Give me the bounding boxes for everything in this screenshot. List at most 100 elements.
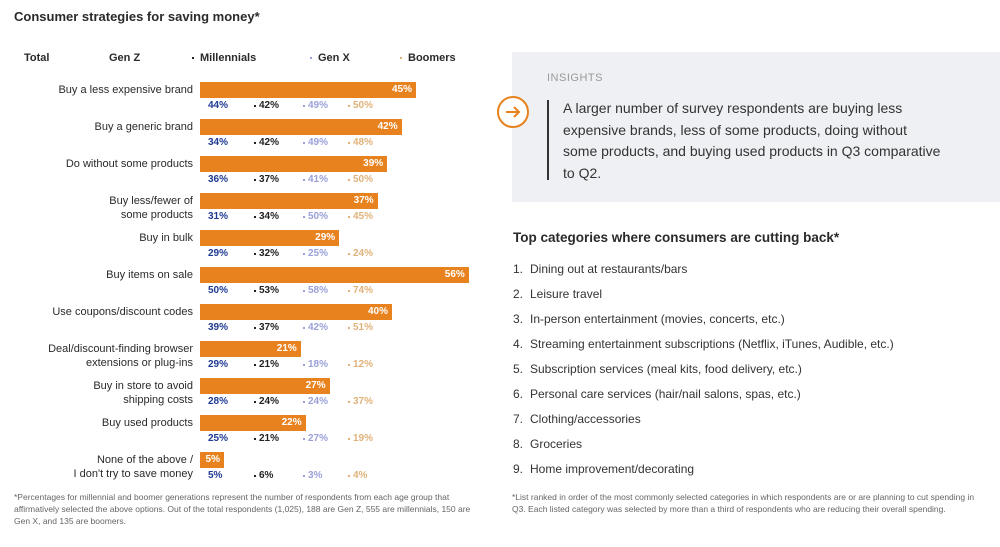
legend-marker [254, 474, 256, 477]
group-value: 21% [254, 359, 279, 370]
group-value: 45% [348, 211, 373, 222]
group-value: 25% [303, 248, 328, 259]
legend-item: Boomers [400, 52, 456, 64]
group-value-label: 28% [208, 396, 229, 407]
list-item: 7. Clothing/accessories [513, 412, 641, 426]
bar-value-label: 40% [367, 306, 388, 317]
group-value: 24% [254, 396, 279, 407]
list-item: 2. Leisure travel [513, 287, 602, 301]
group-value-label: 6% [259, 470, 274, 481]
bar-value-label: 37% [353, 195, 374, 206]
group-value-label: 49% [308, 137, 329, 148]
group-value: 44% [205, 100, 228, 111]
group-value-label: 49% [308, 100, 329, 111]
group-value-label: 4% [353, 470, 368, 481]
legend-marker [254, 326, 256, 329]
group-value-label: 32% [259, 248, 280, 259]
category-label: Use coupons/discount codes [52, 306, 193, 318]
bar: 21% [200, 341, 301, 357]
bar: 56% [200, 267, 469, 283]
list-item: 3. In-person entertainment (movies, conce… [513, 312, 785, 326]
list-number: 3. [513, 312, 524, 326]
group-value: 28% [205, 396, 228, 407]
list-number: 6. [513, 387, 524, 401]
legend-marker [254, 141, 256, 144]
left-footnote: *Percentages for millennial and boomer g… [14, 492, 471, 526]
list-text: Dining out at restaurants/bars [530, 262, 688, 276]
list-item: 5. Subscription services (meal kits, food… [513, 362, 802, 376]
group-value-label: 39% [208, 322, 229, 333]
legend-marker [254, 215, 256, 218]
category-label: Deal/discount-finding browser extensions… [48, 343, 193, 369]
group-value: 42% [254, 137, 279, 148]
group-value-label: 41% [308, 174, 329, 185]
list-number: 2. [513, 287, 524, 301]
list-title: Top categories where consumers are cutti… [513, 230, 840, 245]
legend-item: Gen Z [103, 52, 140, 64]
group-value-label: 24% [353, 248, 374, 259]
list-text: Personal care services (hair/nail salons… [530, 387, 801, 401]
legend-marker [303, 326, 305, 329]
bar: 22% [200, 415, 306, 431]
group-value: 34% [254, 211, 279, 222]
bar: 42% [200, 119, 402, 135]
legend-marker [303, 104, 305, 107]
group-value-label: 21% [259, 433, 280, 444]
group-value: 31% [205, 211, 228, 222]
group-value-label: 27% [308, 433, 329, 444]
category-label: Buy in store to avoid shipping costs [93, 380, 193, 406]
bar: 40% [200, 304, 392, 320]
group-value-label: 37% [259, 174, 280, 185]
group-value: 37% [254, 322, 279, 333]
legend-marker [303, 289, 305, 292]
legend-marker [254, 400, 256, 403]
group-value-label: 42% [259, 100, 280, 111]
group-value: 50% [348, 100, 373, 111]
group-value-label: 24% [308, 396, 329, 407]
group-value: 39% [205, 322, 228, 333]
list-text: In-person entertainment (movies, concert… [530, 312, 785, 326]
group-value-label: 50% [353, 174, 374, 185]
group-value: 29% [205, 359, 228, 370]
group-value: 49% [303, 137, 328, 148]
insights-label: INSIGHTS [547, 72, 603, 84]
legend-marker [348, 400, 350, 403]
group-value: 25% [205, 433, 228, 444]
legend-marker [303, 400, 305, 403]
group-value-label: 48% [353, 137, 374, 148]
list-number: 9. [513, 462, 524, 476]
group-value-label: 74% [353, 285, 374, 296]
group-value-label: 34% [208, 137, 229, 148]
bar-value-label: 42% [377, 121, 398, 132]
legend-marker [400, 57, 402, 59]
bar-value-label: 29% [315, 232, 336, 243]
group-value-label: 3% [308, 470, 323, 481]
chart-title: Consumer strategies for saving money* [14, 9, 260, 24]
list-number: 4. [513, 337, 524, 351]
category-label: Buy in bulk [139, 232, 193, 244]
group-value: 50% [303, 211, 328, 222]
group-value-label: 29% [208, 248, 229, 259]
list-item: 4. Streaming entertainment subscriptions … [513, 337, 894, 351]
bar: 29% [200, 230, 340, 246]
legend-marker [254, 104, 256, 107]
legend-label: Millennials [200, 52, 257, 64]
legend-item: Gen X [310, 52, 350, 64]
category-label: Buy less/fewer of some products [109, 195, 193, 221]
legend-item: Millennials [192, 52, 256, 64]
group-value: 29% [205, 248, 228, 259]
group-value-label: 24% [259, 396, 280, 407]
legend-marker [254, 289, 256, 292]
list-text: Groceries [530, 437, 583, 451]
list-number: 8. [513, 437, 524, 451]
bar-value-label: 56% [444, 269, 465, 280]
group-value: 24% [348, 248, 373, 259]
group-value: 6% [254, 470, 273, 481]
group-value: 18% [303, 359, 328, 370]
bar-value-label: 27% [305, 380, 326, 391]
legend-marker [254, 252, 256, 255]
list-item: 8. Groceries [513, 437, 582, 451]
legend-marker [254, 437, 256, 440]
list-item: 6. Personal care services (hair/nail salo… [513, 387, 801, 401]
